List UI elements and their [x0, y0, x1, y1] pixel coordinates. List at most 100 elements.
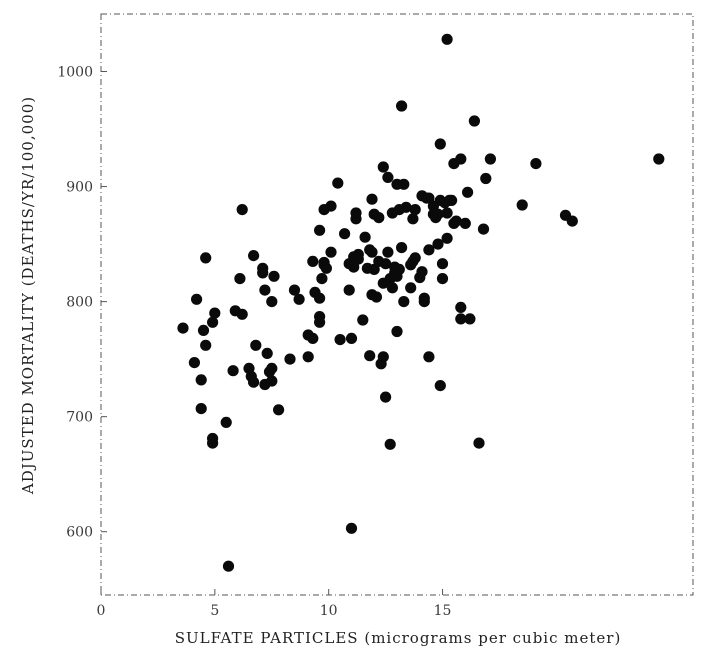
data-point [259, 284, 271, 296]
data-point [248, 376, 260, 388]
data-point [366, 246, 378, 258]
data-point [377, 161, 389, 173]
x-tick-label: 5 [210, 603, 219, 619]
data-point [339, 228, 351, 240]
data-point [343, 284, 355, 296]
data-point [436, 273, 449, 285]
data-point [191, 293, 203, 305]
data-point [261, 347, 273, 359]
data-point [266, 375, 278, 387]
data-point [257, 262, 269, 274]
data-point [455, 153, 467, 165]
data-point [197, 324, 210, 336]
data-point [464, 313, 476, 325]
data-point [418, 292, 430, 304]
data-point [380, 258, 392, 270]
data-point [200, 252, 212, 264]
data-point [566, 215, 578, 227]
data-point [473, 437, 485, 449]
data-point [316, 273, 328, 285]
data-point [455, 313, 467, 325]
data-point [195, 374, 207, 386]
data-point [207, 316, 219, 328]
data-point [477, 223, 490, 235]
data-point [314, 224, 326, 236]
data-point [364, 350, 376, 362]
data-point [416, 266, 428, 278]
data-point [373, 212, 385, 224]
data-point [434, 380, 446, 392]
data-point [396, 242, 408, 254]
data-point [236, 308, 248, 320]
data-point [220, 416, 232, 428]
data-point [434, 138, 446, 150]
data-point [432, 208, 444, 220]
data-point [398, 296, 410, 308]
data-point [409, 204, 421, 216]
data-point [396, 100, 408, 112]
x-axis-title: SULFATE PARTICLES (micrograms per cubic … [175, 629, 622, 647]
data-point [227, 365, 239, 377]
y-axis: 600 700 800 900 1000 [57, 65, 107, 541]
data-point [222, 560, 235, 572]
y-tick-label: 600 [66, 525, 93, 541]
data-point [332, 177, 344, 189]
data-point [200, 339, 212, 351]
data-point [409, 252, 421, 264]
data-point [302, 351, 314, 363]
data-point [384, 438, 396, 450]
data-point [423, 244, 435, 256]
data-point [195, 403, 207, 415]
data-point [432, 238, 444, 250]
data-point [284, 353, 296, 365]
data-point [446, 194, 458, 206]
data-point [391, 325, 403, 338]
data-point [266, 296, 278, 308]
data-point [484, 153, 496, 165]
data-point [450, 215, 462, 227]
data-point [468, 115, 480, 127]
data-point [516, 199, 528, 211]
data-point [236, 204, 248, 216]
x-tick-label: 10 [320, 603, 338, 619]
data-point [462, 186, 474, 198]
data-point [250, 339, 262, 351]
plot-frame [100, 13, 694, 596]
x-axis: 0 5 10 15 [97, 589, 452, 619]
data-point [209, 307, 221, 319]
data-point [423, 351, 435, 363]
x-tick-label: 0 [97, 603, 106, 619]
data-point [441, 33, 453, 45]
x-tick-label: 15 [434, 603, 452, 619]
data-point [455, 301, 467, 313]
data-point [345, 522, 358, 534]
data-point [352, 253, 364, 265]
data-point [441, 232, 453, 244]
data-point [325, 246, 337, 258]
data-point [314, 316, 326, 328]
data-point [380, 391, 392, 403]
data-point [441, 207, 453, 219]
data-point [320, 262, 332, 274]
data-point [350, 207, 362, 219]
data-point [177, 322, 189, 334]
data-point [314, 292, 326, 304]
data-point [459, 217, 471, 229]
y-tick-label: 1000 [57, 65, 93, 81]
data-point [234, 273, 246, 285]
data-point [398, 178, 410, 190]
data-point [386, 282, 398, 294]
data-point [359, 231, 371, 243]
data-point [307, 332, 319, 344]
y-tick-label: 900 [66, 180, 93, 196]
data-point [653, 153, 665, 165]
data-point [407, 213, 419, 225]
y-axis-title: ADJUSTED MORTALITY (DEATHS/YR/100,000) [19, 96, 37, 495]
data-point [248, 250, 260, 262]
data-point [357, 314, 369, 326]
data-point [382, 171, 394, 183]
data-point [273, 404, 285, 416]
data-point [400, 201, 412, 213]
y-tick-label: 800 [66, 295, 93, 311]
